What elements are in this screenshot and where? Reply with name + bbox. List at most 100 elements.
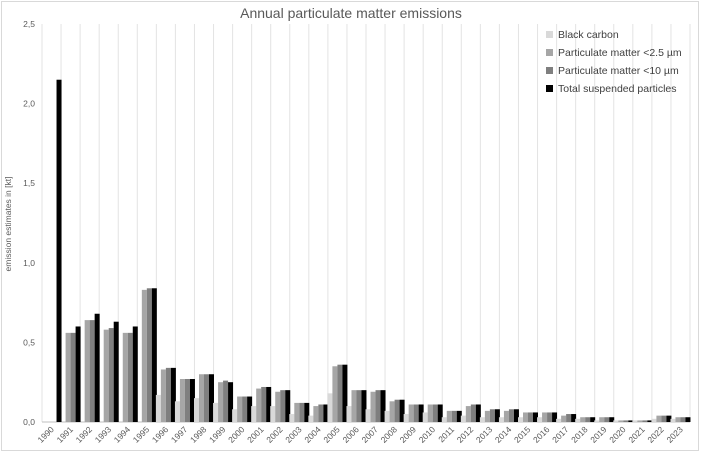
legend-swatch: [546, 67, 553, 74]
y-tick-label: 1,0: [23, 258, 35, 268]
bar: [160, 369, 166, 422]
bar: [651, 418, 657, 422]
bar: [446, 410, 452, 422]
bar: [256, 388, 262, 422]
chart-title: Annual particulate matter emissions: [240, 5, 462, 21]
bar: [451, 410, 457, 422]
x-tick-label: 2023: [664, 424, 685, 445]
bar: [465, 406, 471, 422]
bar: [528, 412, 533, 422]
bar: [75, 326, 81, 422]
bar: [508, 409, 514, 422]
bar: [561, 415, 567, 422]
bar: [498, 417, 504, 422]
bar: [642, 420, 648, 422]
y-axis-label: emission estimates in [kt]: [3, 177, 13, 272]
bar: [151, 288, 157, 422]
bar: [609, 417, 615, 422]
legend-swatch: [546, 49, 553, 56]
bar: [223, 380, 229, 422]
bar: [566, 414, 572, 422]
bar: [422, 412, 428, 422]
bar: [361, 390, 367, 422]
bar: [513, 409, 519, 422]
bar: [470, 404, 476, 422]
bar: [632, 420, 638, 422]
bar: [204, 374, 209, 422]
bar: [389, 401, 395, 422]
bar: [456, 410, 462, 422]
bar: [94, 313, 100, 422]
x-tick-label: 2004: [302, 424, 323, 445]
bar: [571, 414, 577, 422]
bar: [289, 414, 295, 422]
bar: [323, 404, 329, 422]
bar: [656, 415, 662, 422]
bar: [613, 420, 619, 422]
bar: [580, 417, 586, 422]
bar: [209, 374, 214, 422]
bar: [189, 379, 195, 422]
bar: [437, 404, 443, 422]
bar: [103, 329, 109, 422]
bar: [666, 415, 672, 422]
x-tick-label: 1998: [188, 424, 209, 445]
bar: [89, 320, 95, 422]
x-tick-label: 1994: [112, 424, 133, 445]
bar: [285, 390, 291, 422]
bar: [432, 404, 438, 422]
legend-swatch: [546, 31, 553, 38]
bar: [394, 399, 400, 422]
y-tick-label: 2,5: [23, 19, 35, 29]
bar: [184, 379, 190, 422]
x-tick-label: 2021: [626, 424, 647, 445]
legend-label: Total suspended particles: [558, 83, 677, 95]
bar: [489, 409, 495, 422]
legend-swatch: [546, 85, 553, 92]
bar: [537, 417, 543, 422]
x-tick-label: 2006: [340, 424, 361, 445]
legend-label: Particulate matter <10 µm: [558, 65, 679, 77]
bar: [365, 409, 371, 422]
bar: [604, 417, 610, 422]
bar: [475, 404, 481, 422]
bar: [556, 418, 562, 422]
bar: [132, 326, 138, 422]
bar: [179, 379, 185, 422]
bar: [670, 418, 676, 422]
bar: [680, 417, 686, 422]
bar: [413, 404, 419, 422]
bar: [299, 402, 305, 422]
bar: [56, 79, 62, 422]
bar: [380, 390, 386, 422]
bar: [327, 393, 333, 422]
bar: [194, 398, 199, 422]
bar: [304, 402, 310, 422]
bar: [590, 417, 596, 422]
bar: [65, 332, 71, 422]
bar: [575, 418, 581, 422]
bar: [685, 417, 691, 422]
bar: [552, 412, 558, 422]
x-tick-label: 2011: [436, 424, 456, 444]
bar: [237, 396, 243, 422]
bar: [141, 289, 147, 422]
bar: [599, 417, 605, 422]
bar: [342, 364, 348, 422]
bar: [308, 415, 314, 422]
bar: [261, 386, 267, 422]
x-tick-label: 2010: [417, 424, 438, 445]
bar: [280, 390, 286, 422]
bar: [332, 366, 338, 422]
bar: [228, 382, 234, 422]
x-tick-label: 2014: [493, 424, 514, 445]
bars: [56, 79, 691, 422]
y-tick-label: 2,0: [23, 99, 35, 109]
x-tick-label: 2008: [379, 424, 400, 445]
bar: [479, 417, 485, 422]
bar: [242, 396, 248, 422]
bar: [346, 406, 352, 422]
x-tick-label: 2001: [245, 424, 266, 445]
x-tick-label: 2005: [321, 424, 342, 445]
